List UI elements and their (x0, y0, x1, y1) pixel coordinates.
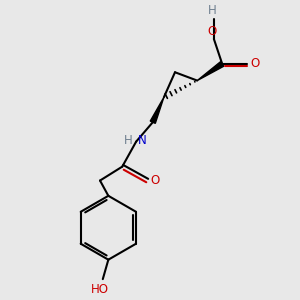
Text: O: O (151, 174, 160, 187)
Polygon shape (197, 61, 224, 81)
Text: O: O (250, 57, 260, 70)
Polygon shape (150, 97, 164, 123)
Text: H: H (124, 134, 133, 147)
Text: N: N (137, 134, 146, 147)
Text: H: H (208, 4, 217, 17)
Text: O: O (208, 25, 217, 38)
Text: HO: HO (91, 283, 109, 296)
